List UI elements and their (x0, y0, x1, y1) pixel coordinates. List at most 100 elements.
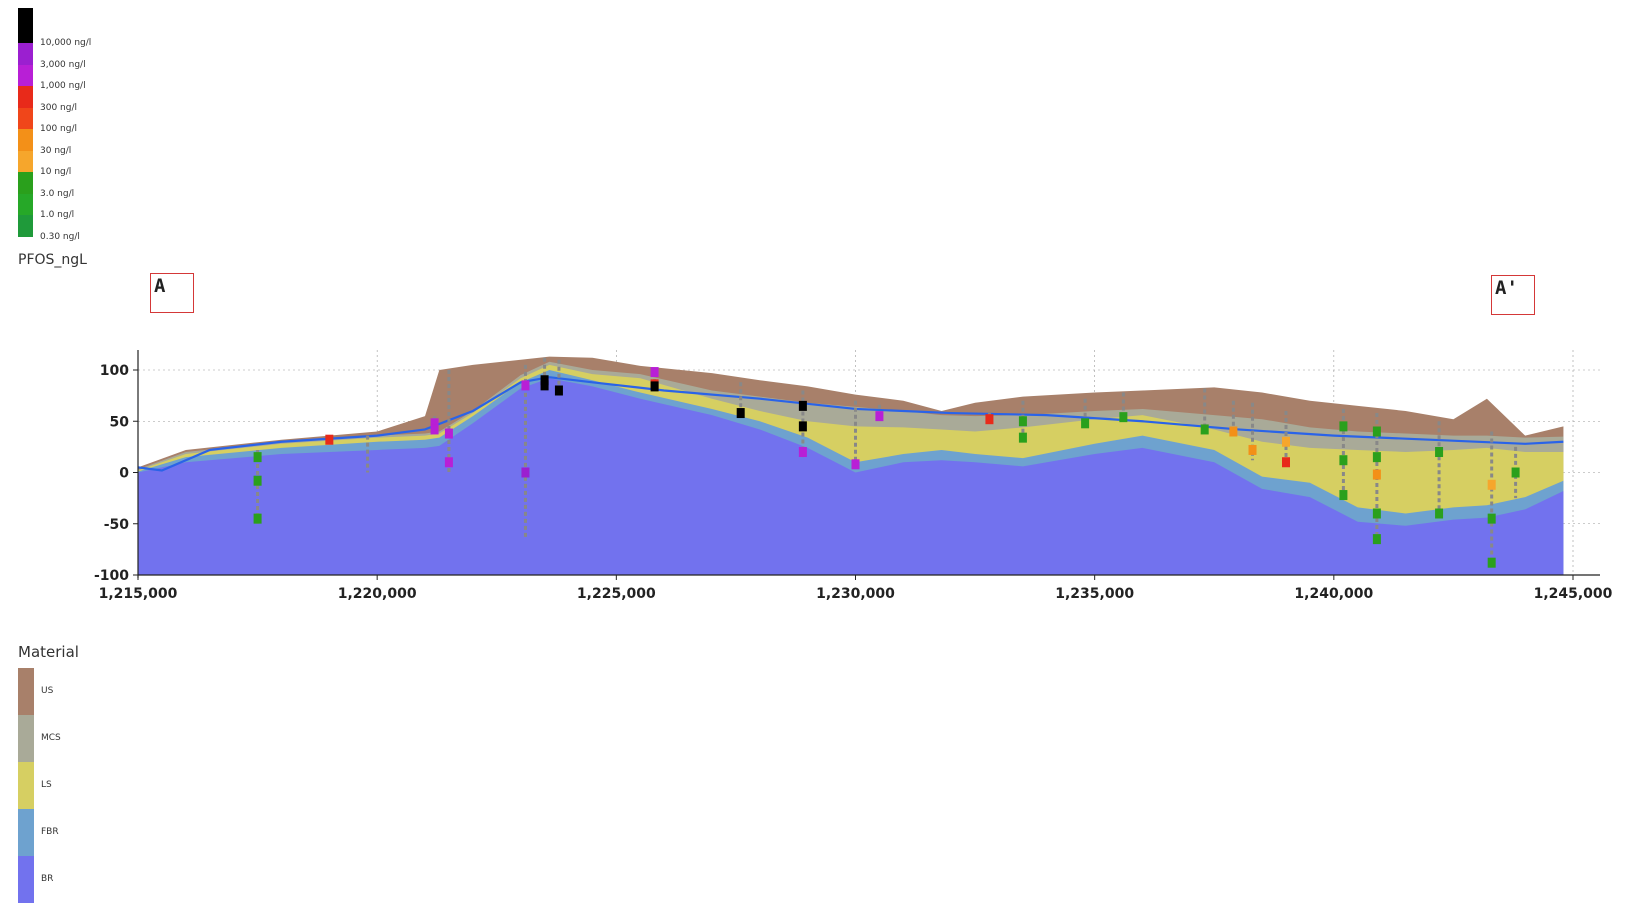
concentration-label: 3,000 ng/l (40, 59, 86, 70)
borehole (325, 434, 334, 445)
borehole-sample (1372, 469, 1381, 480)
y-tick-label: 100 (100, 363, 129, 379)
material-layer-br (138, 378, 1564, 575)
water-table-line (137, 376, 1564, 472)
concentration-label: 10,000 ng/l (40, 38, 92, 48)
concentration-swatch (18, 107, 33, 129)
borehole (521, 364, 530, 540)
concentration-swatch (18, 193, 33, 215)
borehole-sample (554, 385, 563, 396)
borehole-sample (798, 400, 807, 411)
borehole (1229, 400, 1238, 437)
borehole-sample (1372, 426, 1381, 437)
material-swatch (18, 809, 34, 856)
material-swatch (18, 715, 34, 762)
y-tick-label: 50 (110, 414, 130, 430)
borehole-sample (521, 467, 530, 478)
material-layers (138, 356, 1564, 575)
borehole-sample (985, 414, 994, 425)
borehole (1372, 413, 1381, 545)
borehole (554, 359, 563, 396)
x-tick-label: 1,225,000 (577, 586, 656, 602)
borehole-sample (253, 513, 262, 524)
borehole-sample (430, 418, 439, 429)
borehole-sample (1435, 447, 1444, 457)
borehole-sample (1339, 455, 1348, 466)
borehole (1200, 388, 1209, 435)
concentration-label: 300 ng/l (40, 102, 77, 113)
y-tick-label: 0 (119, 466, 129, 482)
borehole-sample (798, 447, 807, 457)
borehole (1511, 446, 1520, 499)
borehole-sample (1018, 432, 1027, 443)
borehole-sample (325, 434, 334, 445)
borehole (736, 382, 745, 419)
concentration-label: 30 ng/l (40, 145, 72, 156)
borehole-sample (1487, 479, 1496, 490)
borehole (430, 416, 439, 435)
material-swatch (18, 762, 34, 809)
borehole-sample (1435, 508, 1444, 519)
borehole-sample (1282, 436, 1290, 447)
borehole-sample (650, 367, 659, 378)
borehole-sample (1282, 457, 1290, 468)
borehole-sample (253, 475, 262, 486)
borehole-sample (736, 408, 745, 419)
borehole-sample (1339, 490, 1348, 501)
water-table (137, 376, 1564, 472)
borehole (444, 370, 453, 473)
concentration-label: 1,000 ng/l (40, 81, 86, 91)
borehole (1119, 392, 1128, 423)
borehole (253, 449, 262, 524)
material-swatch (18, 856, 34, 903)
concentration-label: 100 ng/l (40, 124, 77, 134)
section-end-marker: A' (1491, 275, 1535, 315)
x-tick-label: 1,215,000 (99, 586, 178, 602)
borehole (1435, 421, 1444, 519)
concentration-legend-title: PFOS_ngL (18, 252, 87, 268)
concentration-swatch (18, 8, 33, 43)
borehole-sample (540, 380, 549, 391)
borehole-sample (1372, 452, 1381, 463)
borehole-sample (1018, 416, 1027, 427)
borehole-sample (1248, 444, 1257, 455)
borehole-sample (851, 459, 860, 470)
borehole-sample (444, 457, 453, 468)
borehole-sample (1372, 534, 1381, 545)
section-start-marker: A (150, 273, 194, 313)
x-tick-label: 1,240,000 (1294, 586, 1373, 602)
material-label: MCS (41, 733, 61, 743)
borehole (1081, 398, 1090, 429)
borehole (1018, 400, 1027, 443)
borehole-sample (1229, 426, 1238, 437)
borehole (1487, 431, 1496, 568)
concentration-label: 3.0 ng/l (40, 188, 75, 199)
x-tick-label: 1,245,000 (1534, 586, 1613, 602)
concentration-label: 1.0 ng/l (40, 210, 75, 220)
material-legend-title: Material (18, 643, 79, 661)
borehole-sample (253, 452, 262, 463)
concentration-swatch (18, 129, 33, 151)
borehole (1339, 408, 1348, 501)
borehole (851, 400, 860, 470)
concentration-swatch (18, 86, 33, 108)
borehole (1248, 402, 1257, 461)
x-tick-label: 1,220,000 (338, 586, 417, 602)
axes: -100 -50 0 50 100 1,215,000 1,220,000 1,225,000… (94, 350, 1613, 602)
borehole-sample (1081, 418, 1090, 429)
borehole-sample (444, 428, 453, 439)
borehole (985, 413, 994, 425)
concentration-label: 0.30 ng/l (40, 231, 80, 242)
borehole-sample (650, 381, 659, 392)
borehole-sample (521, 380, 530, 391)
borehole-sample (540, 375, 549, 386)
material-legend: US MCS LS FBR BR (18, 668, 138, 903)
borehole-sample (875, 411, 884, 422)
cross-section-chart: -100 -50 0 50 100 1,215,000 1,220,000 1,225,000… (94, 350, 1613, 602)
x-tick-label: 1,235,000 (1055, 586, 1134, 602)
boreholes (253, 357, 1520, 568)
material-label: BR (41, 874, 54, 884)
material-label: LS (41, 780, 52, 790)
material-label: US (41, 686, 54, 696)
concentration-swatch (18, 64, 33, 86)
